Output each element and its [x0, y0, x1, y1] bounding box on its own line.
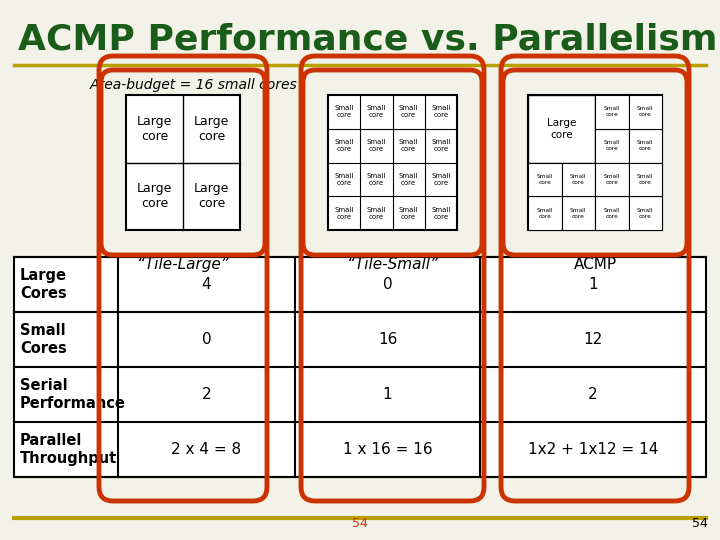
Bar [528, 196, 562, 230]
Text: Small
core: Small core [399, 105, 418, 118]
Text: 1: 1 [588, 277, 598, 292]
Text: Small
core: Small core [603, 208, 620, 219]
Text: Large
core: Large core [546, 118, 576, 139]
Bar [14, 257, 706, 477]
Bar [562, 196, 595, 230]
Bar [528, 95, 595, 163]
Text: Small
core: Small core [637, 208, 654, 219]
Bar [629, 95, 662, 129]
Bar [328, 95, 457, 230]
Text: 2 x 4 = 8: 2 x 4 = 8 [171, 442, 242, 457]
Text: Small
core: Small core [431, 139, 451, 152]
Text: Small
core: Small core [431, 105, 451, 118]
Text: Small
core: Small core [399, 207, 418, 220]
Text: 0: 0 [383, 277, 392, 292]
Text: Small
core: Small core [334, 139, 354, 152]
Bar [629, 163, 662, 196]
Bar [629, 196, 662, 230]
Text: Large
core: Large core [137, 183, 172, 210]
Bar [126, 95, 240, 230]
Text: Small
core: Small core [366, 105, 386, 118]
Text: Small
core: Small core [366, 139, 386, 152]
Text: Small
core: Small core [334, 105, 354, 118]
Text: Small
core: Small core [536, 174, 553, 185]
Text: 4: 4 [202, 277, 211, 292]
Text: Small
core: Small core [431, 207, 451, 220]
Text: Large
core: Large core [137, 115, 172, 143]
Text: Small
core: Small core [637, 174, 654, 185]
Text: “Tile-Small”: “Tile-Small” [347, 257, 438, 272]
Bar [528, 95, 662, 230]
Text: 54: 54 [352, 517, 368, 530]
Text: 2: 2 [588, 387, 598, 402]
Text: 16: 16 [378, 332, 397, 347]
Text: Small
core: Small core [603, 140, 620, 151]
Text: Small
core: Small core [366, 207, 386, 220]
Text: Large
core: Large core [194, 115, 229, 143]
Bar [562, 163, 595, 196]
Text: Small
core: Small core [570, 208, 586, 219]
Text: Small
core: Small core [399, 173, 418, 186]
Text: Parallel
Throughput: Parallel Throughput [20, 433, 117, 465]
Text: Small
core: Small core [637, 106, 654, 117]
Text: Small
core: Small core [334, 173, 354, 186]
Bar [595, 129, 629, 163]
Text: Area-budget = 16 small cores: Area-budget = 16 small cores [90, 78, 298, 92]
Bar [528, 163, 562, 196]
Text: Large
Cores: Large Cores [20, 268, 67, 301]
Bar [629, 129, 662, 163]
Text: Small
core: Small core [536, 208, 553, 219]
Text: Small
core: Small core [603, 174, 620, 185]
Text: 1x2 + 1x12 = 14: 1x2 + 1x12 = 14 [528, 442, 658, 457]
Text: “Tile-Large”: “Tile-Large” [138, 257, 229, 272]
Text: 1: 1 [383, 387, 392, 402]
Text: Small
core: Small core [399, 139, 418, 152]
Text: Serial
Performance: Serial Performance [20, 379, 126, 411]
Text: 54: 54 [692, 517, 708, 530]
Text: Small
core: Small core [366, 173, 386, 186]
Text: Small
core: Small core [431, 173, 451, 186]
Text: ACMP Performance vs. Parallelism: ACMP Performance vs. Parallelism [18, 22, 718, 56]
Text: Small
core: Small core [334, 207, 354, 220]
Text: Small
core: Small core [637, 140, 654, 151]
Text: 12: 12 [583, 332, 603, 347]
Text: Small
core: Small core [603, 106, 620, 117]
Text: ACMP: ACMP [573, 257, 616, 272]
Text: Small
Cores: Small Cores [20, 323, 67, 356]
Bar [595, 163, 629, 196]
Text: 1 x 16 = 16: 1 x 16 = 16 [343, 442, 432, 457]
Text: Small
core: Small core [570, 174, 586, 185]
Text: 2: 2 [202, 387, 211, 402]
Text: 0: 0 [202, 332, 211, 347]
Text: Large
core: Large core [194, 183, 229, 210]
Bar [595, 196, 629, 230]
Bar [595, 95, 629, 129]
